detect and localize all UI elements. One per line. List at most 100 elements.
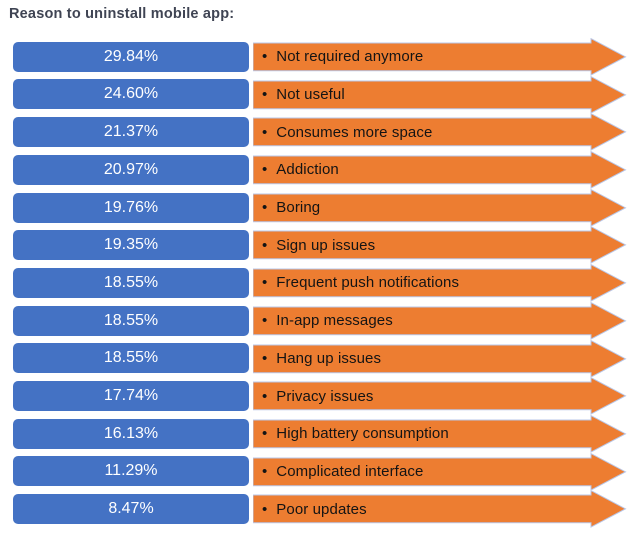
chart-rows: 29.84% • Not required anymore 24.60% • N… xyxy=(0,38,629,528)
reason-arrow: • Not required anymore xyxy=(253,38,627,76)
arrow-text: • Addiction xyxy=(262,151,339,189)
arrow-shape-icon xyxy=(253,414,627,453)
bullet-icon: • xyxy=(262,199,268,217)
arrow-shape-icon xyxy=(253,113,627,152)
reason-arrow: • Addiction xyxy=(253,151,627,189)
arrow-text: • Sign up issues xyxy=(262,226,375,264)
arrow-shape-icon xyxy=(253,38,627,76)
bullet-icon: • xyxy=(262,274,268,292)
reason-arrow: • Privacy issues xyxy=(253,377,627,415)
arrow-text: • Frequent push notifications xyxy=(262,264,459,302)
arrow-shape-icon xyxy=(253,377,627,415)
percent-bar: 11.29% xyxy=(13,456,249,487)
reason-label: Complicated interface xyxy=(276,462,424,480)
reason-label: Hang up issues xyxy=(276,349,382,367)
bullet-icon: • xyxy=(262,462,268,480)
arrow-text: • Not useful xyxy=(262,76,345,114)
reason-label: In-app messages xyxy=(276,312,393,330)
reason-label: Not required anymore xyxy=(276,48,424,66)
chart-row: 18.55% • In-app messages xyxy=(0,301,629,340)
percent-label: 21.37% xyxy=(103,123,159,141)
reason-arrow: • Hang up issues xyxy=(253,339,627,378)
arrow-text: • Not required anymore xyxy=(262,38,423,76)
arrow-shape-icon xyxy=(253,452,627,491)
bullet-icon: • xyxy=(262,500,268,518)
arrow-shape-icon xyxy=(253,75,627,114)
arrow-text: • Boring xyxy=(262,189,320,227)
arrow-text: • In-app messages xyxy=(262,302,393,340)
chart-row: 21.37% • Consumes more space xyxy=(0,113,629,152)
chart-row: 19.76% • Boring xyxy=(0,188,629,227)
percent-label: 18.55% xyxy=(103,273,159,291)
reason-arrow: • High battery consumption xyxy=(253,414,627,453)
arrow-shape-icon xyxy=(253,264,627,302)
bullet-icon: • xyxy=(262,387,268,405)
arrow-shape-icon xyxy=(253,490,627,528)
reason-label: High battery consumption xyxy=(276,425,449,443)
percent-bar: 18.55% xyxy=(13,343,249,374)
bullet-icon: • xyxy=(262,86,268,104)
chart-row: 19.35% • Sign up issues xyxy=(0,226,629,265)
reason-label: Privacy issues xyxy=(276,387,374,405)
percent-bar: 17.74% xyxy=(13,380,249,411)
bullet-icon: • xyxy=(262,349,268,367)
chart-title: Reason to uninstall mobile app: xyxy=(9,6,235,22)
arrow-shape-icon xyxy=(253,301,627,340)
percent-label: 29.84% xyxy=(103,47,159,65)
chart-row: 20.97% • Addiction xyxy=(0,151,629,189)
bullet-icon: • xyxy=(262,236,268,254)
percent-bar: 18.55% xyxy=(13,305,249,336)
reason-arrow: • Frequent push notifications xyxy=(253,264,627,302)
arrow-text: • Complicated interface xyxy=(262,453,423,491)
percent-bar: 19.76% xyxy=(13,192,249,223)
reason-label: Consumes more space xyxy=(276,123,433,141)
percent-bar: 19.35% xyxy=(13,230,249,261)
bullet-icon: • xyxy=(262,123,268,141)
reason-arrow: • Sign up issues xyxy=(253,226,627,265)
reason-arrow: • In-app messages xyxy=(253,301,627,340)
chart-row: 11.29% • Complicated interface xyxy=(0,452,629,491)
arrow-shape-icon xyxy=(253,151,627,189)
chart-row: 18.55% • Hang up issues xyxy=(0,339,629,378)
arrow-text: • Poor updates xyxy=(262,490,367,528)
percent-label: 8.47% xyxy=(108,500,154,518)
bullet-icon: • xyxy=(262,48,268,66)
reason-arrow: • Boring xyxy=(253,188,627,227)
reason-label: Boring xyxy=(276,199,321,217)
chart-row: 24.60% • Not useful xyxy=(0,75,629,114)
arrow-text: • Consumes more space xyxy=(262,113,432,151)
reason-arrow: • Poor updates xyxy=(253,490,627,528)
percent-label: 24.60% xyxy=(103,85,159,103)
chart-row: 17.74% • Privacy issues xyxy=(0,377,629,415)
reason-arrow: • Not useful xyxy=(253,75,627,114)
reason-arrow: • Complicated interface xyxy=(253,452,627,491)
chart-row: 29.84% • Not required anymore xyxy=(0,38,629,76)
percent-label: 18.55% xyxy=(103,349,159,367)
percent-label: 11.29% xyxy=(104,462,158,480)
arrow-text: • High battery consumption xyxy=(262,415,449,453)
chart-row: 16.13% • High battery consumption xyxy=(0,414,629,453)
arrow-shape-icon xyxy=(253,226,627,265)
percent-bar: 18.55% xyxy=(13,267,249,298)
chart-row: 8.47% • Poor updates xyxy=(0,490,629,528)
bullet-icon: • xyxy=(262,425,268,443)
percent-label: 17.74% xyxy=(103,386,159,404)
percent-bar: 8.47% xyxy=(13,494,249,525)
percent-label: 19.76% xyxy=(103,198,159,216)
reason-label: Sign up issues xyxy=(276,236,376,254)
arrow-shape-icon xyxy=(253,188,627,227)
percent-bar: 24.60% xyxy=(13,79,249,110)
percent-bar: 16.13% xyxy=(13,418,249,449)
reason-arrow: • Consumes more space xyxy=(253,113,627,152)
percent-label: 18.55% xyxy=(103,311,159,329)
percent-label: 19.35% xyxy=(103,236,159,254)
arrow-text: • Privacy issues xyxy=(262,377,374,415)
percent-bar: 20.97% xyxy=(13,154,249,185)
arrow-shape-icon xyxy=(253,339,627,378)
percent-label: 16.13% xyxy=(103,424,159,442)
percent-bar: 21.37% xyxy=(13,117,249,148)
reason-label: Poor updates xyxy=(276,500,367,518)
reason-label: Addiction xyxy=(276,161,339,179)
arrow-text: • Hang up issues xyxy=(262,340,381,378)
reason-label: Not useful xyxy=(276,86,345,104)
